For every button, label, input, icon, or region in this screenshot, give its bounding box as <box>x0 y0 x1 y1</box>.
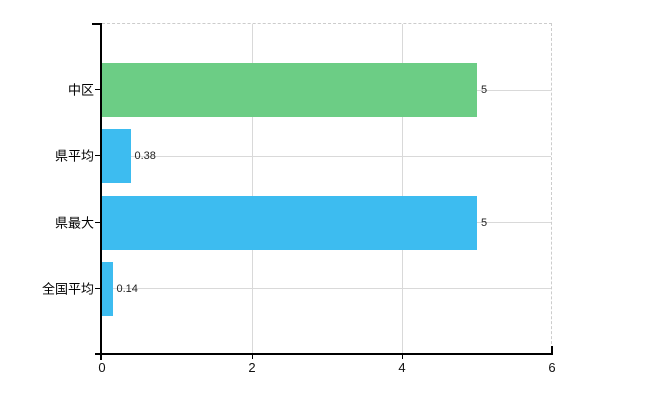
y-axis-line <box>100 23 102 360</box>
horizontal-gridline <box>102 288 551 289</box>
bar-1 <box>102 63 477 117</box>
bar-2 <box>102 129 131 183</box>
y-axis-tick <box>95 89 101 90</box>
x-axis-line <box>95 353 553 355</box>
x-axis-tick-label: 0 <box>98 360 106 375</box>
x-axis-end-cap <box>551 346 553 355</box>
vertical-gridline <box>401 24 403 354</box>
x-axis-tick-label: 4 <box>398 360 406 375</box>
y-axis-tick <box>95 155 101 156</box>
y-axis-tick <box>95 221 101 223</box>
bar-value-label: 5 <box>481 84 488 96</box>
y-axis-label: 全国平均 <box>41 281 94 296</box>
y-axis-label: 中区 <box>67 82 94 98</box>
x-axis-tick <box>252 354 253 359</box>
plot-area: 5 0.38 5 0.14 <box>102 23 552 354</box>
vertical-gridline <box>251 24 253 354</box>
bar-value-label: 5 <box>481 216 488 229</box>
y-axis-label: 県平均 <box>54 148 94 164</box>
x-axis-tick-label: 2 <box>248 360 256 375</box>
bar-4 <box>102 261 113 316</box>
horizontal-gridline <box>102 155 551 157</box>
x-axis-tick-label: 6 <box>548 360 556 375</box>
y-axis-tick <box>95 287 101 289</box>
x-axis-tick <box>402 354 403 359</box>
y-axis-top-cap <box>92 23 102 25</box>
y-axis-label: 県最大 <box>54 215 94 230</box>
bar-value-label: 0.14 <box>116 282 138 295</box>
bar-value-label: 0.38 <box>134 150 156 162</box>
bar-3 <box>102 195 477 250</box>
